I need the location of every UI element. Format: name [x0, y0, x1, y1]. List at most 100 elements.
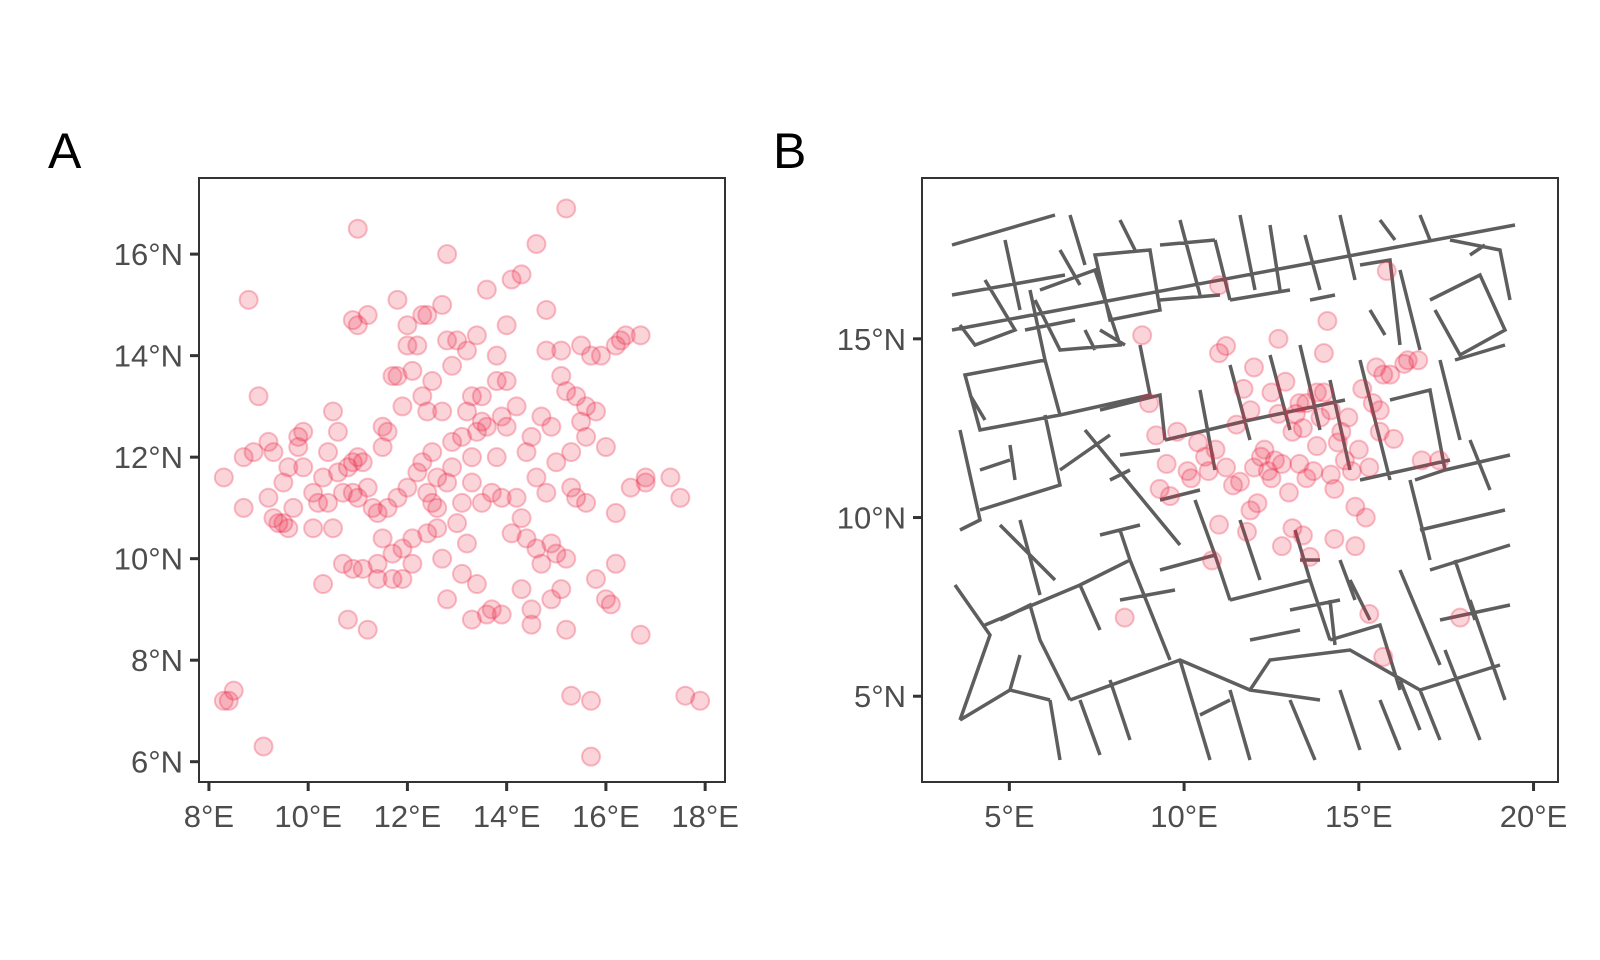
panel-a-points — [213, 198, 711, 767]
data-point — [675, 685, 696, 706]
data-point — [1296, 393, 1317, 414]
data-point — [471, 411, 492, 432]
data-point — [303, 518, 324, 539]
data-point — [352, 558, 373, 579]
data-point — [1250, 446, 1271, 467]
data-point — [427, 518, 448, 539]
data-point — [660, 467, 681, 488]
data-point — [1156, 453, 1177, 474]
data-point — [417, 305, 438, 326]
data-point — [521, 426, 542, 447]
data-point — [690, 690, 711, 711]
data-point — [337, 457, 358, 478]
data-point — [511, 508, 532, 529]
data-point — [382, 365, 403, 386]
data-point — [1299, 546, 1320, 567]
data-point — [357, 619, 378, 640]
data-point — [432, 401, 453, 422]
data-point — [1132, 325, 1153, 346]
data-point — [456, 340, 477, 361]
data-point — [342, 452, 363, 473]
data-point — [541, 533, 562, 554]
data-point — [1373, 364, 1394, 385]
data-point — [387, 365, 408, 386]
data-point — [258, 487, 279, 508]
data-point — [1317, 310, 1338, 331]
data-point — [1411, 450, 1432, 471]
data-point — [561, 477, 582, 498]
data-point — [1289, 393, 1310, 414]
y-tick-label: 5°N — [854, 679, 906, 714]
data-point — [372, 528, 393, 549]
data-point — [392, 538, 413, 559]
data-point — [516, 442, 537, 463]
panel-b-frame — [921, 177, 1559, 783]
data-point — [233, 497, 254, 518]
panel-b-tag: B — [773, 123, 806, 179]
data-point — [273, 472, 294, 493]
data-point — [1348, 439, 1369, 460]
panel-a: A 8°E 10°E 12°E 14°E 16°E 18°E 6°N 8°N 10°N 12°N… — [48, 123, 739, 834]
data-point — [427, 467, 448, 488]
data-point — [1257, 461, 1278, 482]
data-point — [1359, 457, 1380, 478]
data-point — [1369, 400, 1390, 421]
data-point — [437, 244, 458, 265]
y-tick-label: 14°N — [114, 339, 183, 374]
data-point — [536, 482, 557, 503]
x-tick-label: 14°E — [473, 799, 541, 834]
data-point — [1209, 343, 1230, 364]
data-point — [347, 218, 368, 239]
data-point — [1450, 607, 1471, 628]
data-point — [635, 472, 656, 493]
data-point — [491, 604, 512, 625]
data-point — [447, 330, 468, 351]
data-point — [1345, 536, 1366, 557]
data-point — [372, 416, 393, 437]
data-point — [1240, 500, 1261, 521]
data-point — [620, 477, 641, 498]
data-point — [283, 497, 304, 518]
data-point — [1261, 468, 1282, 489]
data-point — [382, 543, 403, 564]
data-point — [511, 264, 532, 285]
data-point — [357, 305, 378, 326]
data-point — [526, 233, 547, 254]
data-point — [422, 442, 443, 463]
data-point — [437, 589, 458, 610]
data-point — [1310, 407, 1331, 428]
data-point — [536, 299, 557, 320]
data-point — [456, 533, 477, 554]
data-point — [481, 482, 502, 503]
data-point — [516, 528, 537, 549]
data-point — [486, 345, 507, 366]
data-point — [581, 690, 602, 711]
data-point — [491, 406, 512, 427]
data-point — [1202, 550, 1223, 571]
data-point — [1306, 382, 1327, 403]
data-point — [258, 431, 279, 452]
data-point — [536, 340, 557, 361]
data-point — [362, 497, 383, 518]
panel-b: B 5°E 10°E 15°E 20°E 5°N 10°N 15°N — [773, 123, 1567, 834]
data-point — [605, 335, 626, 356]
data-point — [1146, 425, 1167, 446]
data-point — [288, 426, 309, 447]
data-point — [1327, 432, 1348, 453]
data-point — [223, 680, 244, 701]
data-point — [253, 736, 274, 757]
data-point — [491, 487, 512, 508]
data-point — [1278, 482, 1299, 503]
data-point — [551, 365, 572, 386]
data-point — [1240, 400, 1261, 421]
data-point — [526, 538, 547, 559]
data-point — [531, 406, 552, 427]
data-point — [511, 579, 532, 600]
data-point — [496, 416, 517, 437]
data-point — [1352, 378, 1373, 399]
data-point — [561, 442, 582, 463]
data-point — [412, 305, 433, 326]
data-point — [412, 386, 433, 407]
data-point — [452, 492, 472, 513]
data-point — [635, 467, 656, 488]
